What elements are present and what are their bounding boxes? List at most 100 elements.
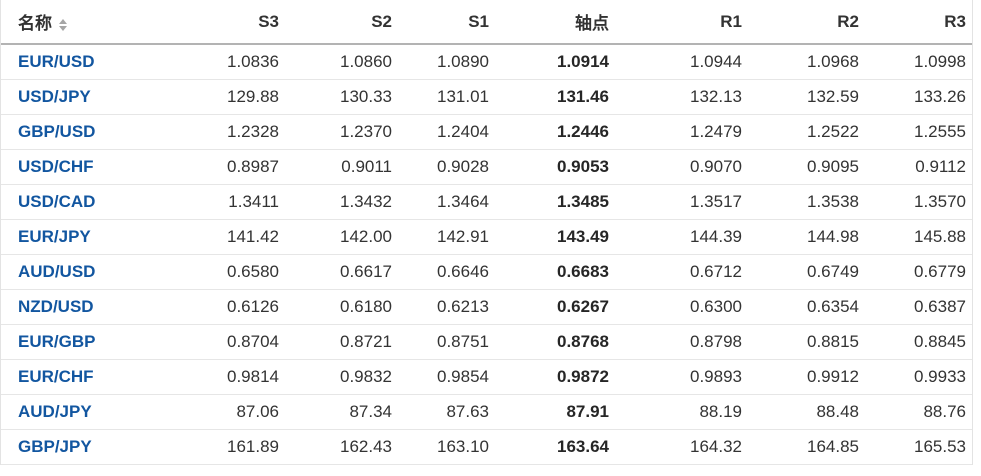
value-cell: 1.2479	[619, 114, 752, 150]
value-cell: 1.3570	[869, 184, 972, 220]
value-cell: 0.6387	[869, 289, 972, 325]
value-cell: 0.9070	[619, 149, 752, 185]
table-row: GBP/JPY 161.89 162.43 163.10 163.64 164.32 164…	[1, 429, 972, 465]
table-row: EUR/CHF 0.9814 0.9832 0.9854 0.9872 0.9893 0.9…	[1, 359, 972, 395]
value-cell: 0.9095	[752, 149, 869, 185]
table-row: USD/JPY 129.88 130.33 131.01 131.46 132.13 132…	[1, 79, 972, 115]
pivot-value-cell: 1.2446	[499, 114, 619, 150]
value-cell: 144.39	[619, 219, 752, 255]
value-cell: 0.8815	[752, 324, 869, 360]
value-cell: 1.3411	[189, 184, 289, 220]
value-cell: 165.53	[869, 429, 972, 465]
value-cell: 132.59	[752, 79, 869, 115]
pivot-value-cell: 87.91	[499, 394, 619, 430]
table-row: EUR/GBP 0.8704 0.8721 0.8751 0.8768 0.8798 0.8…	[1, 324, 972, 360]
value-cell: 0.9854	[402, 359, 499, 395]
value-cell: 88.76	[869, 394, 972, 430]
name-column-header[interactable]: 名称	[1, 0, 189, 45]
sort-asc-arrow-icon	[59, 18, 67, 24]
pair-link[interactable]: AUD/JPY	[1, 394, 189, 430]
sort-icon[interactable]	[59, 18, 67, 31]
table-row: EUR/USD 1.0836 1.0860 1.0890 1.0914 1.0944 1.0…	[1, 44, 972, 80]
value-cell: 164.85	[752, 429, 869, 465]
value-cell: 1.2328	[189, 114, 289, 150]
column-header-s2: S2	[289, 0, 402, 45]
value-cell: 0.6712	[619, 254, 752, 290]
value-cell: 1.2522	[752, 114, 869, 150]
pivot-value-cell: 1.3485	[499, 184, 619, 220]
pivot-value-cell: 0.6267	[499, 289, 619, 325]
pair-link[interactable]: EUR/USD	[1, 44, 189, 80]
value-cell: 0.6646	[402, 254, 499, 290]
value-cell: 0.9893	[619, 359, 752, 395]
value-cell: 130.33	[289, 79, 402, 115]
value-cell: 1.0860	[289, 44, 402, 80]
pair-link[interactable]: GBP/JPY	[1, 429, 189, 465]
pivot-value-cell: 0.6683	[499, 254, 619, 290]
column-header-r2: R2	[752, 0, 869, 45]
pair-link[interactable]: USD/CAD	[1, 184, 189, 220]
pivot-value-cell: 0.9872	[499, 359, 619, 395]
value-cell: 0.9933	[869, 359, 972, 395]
pair-link[interactable]: AUD/USD	[1, 254, 189, 290]
table-row: AUD/JPY 87.06 87.34 87.63 87.91 88.19 88.48 88.…	[1, 394, 972, 430]
value-cell: 1.0998	[869, 44, 972, 80]
table-row: USD/CAD 1.3411 1.3432 1.3464 1.3485 1.3517 1.3…	[1, 184, 972, 220]
name-column-header-label: 名称	[18, 14, 52, 33]
value-cell: 0.6300	[619, 289, 752, 325]
pivot-table-body: EUR/USD 1.0836 1.0860 1.0890 1.0914 1.0944 1.0…	[1, 44, 972, 465]
value-cell: 1.3464	[402, 184, 499, 220]
pair-link[interactable]: USD/CHF	[1, 149, 189, 185]
table-row: EUR/JPY 141.42 142.00 142.91 143.49 144.39 144…	[1, 219, 972, 255]
value-cell: 1.2370	[289, 114, 402, 150]
table-row: NZD/USD 0.6126 0.6180 0.6213 0.6267 0.6300 0.6…	[1, 289, 972, 325]
pivot-points-table-container: 名称 S3 S2 S1 轴点 R1 R2 R3 EUR/USD 1.0836 1.0860 1.0…	[0, 0, 973, 465]
pair-link[interactable]: GBP/USD	[1, 114, 189, 150]
value-cell: 0.6580	[189, 254, 289, 290]
value-cell: 1.2555	[869, 114, 972, 150]
value-cell: 1.2404	[402, 114, 499, 150]
pair-link[interactable]: EUR/GBP	[1, 324, 189, 360]
value-cell: 163.10	[402, 429, 499, 465]
value-cell: 0.9011	[289, 149, 402, 185]
value-cell: 145.88	[869, 219, 972, 255]
column-header-r1: R1	[619, 0, 752, 45]
column-header-pivot: 轴点	[499, 0, 619, 45]
value-cell: 164.32	[619, 429, 752, 465]
table-row: USD/CHF 0.8987 0.9011 0.9028 0.9053 0.9070 0.9…	[1, 149, 972, 185]
value-cell: 1.0944	[619, 44, 752, 80]
column-header-r3: R3	[869, 0, 972, 45]
value-cell: 0.9814	[189, 359, 289, 395]
value-cell: 132.13	[619, 79, 752, 115]
value-cell: 0.6617	[289, 254, 402, 290]
value-cell: 0.8721	[289, 324, 402, 360]
table-row: AUD/USD 0.6580 0.6617 0.6646 0.6683 0.6712 0.6…	[1, 254, 972, 290]
value-cell: 0.6126	[189, 289, 289, 325]
pair-link[interactable]: EUR/JPY	[1, 219, 189, 255]
value-cell: 88.48	[752, 394, 869, 430]
value-cell: 0.9112	[869, 149, 972, 185]
value-cell: 133.26	[869, 79, 972, 115]
value-cell: 0.8704	[189, 324, 289, 360]
pivot-value-cell: 0.8768	[499, 324, 619, 360]
value-cell: 142.91	[402, 219, 499, 255]
value-cell: 0.8798	[619, 324, 752, 360]
value-cell: 87.34	[289, 394, 402, 430]
value-cell: 0.6213	[402, 289, 499, 325]
pivot-value-cell: 1.0914	[499, 44, 619, 80]
value-cell: 1.0836	[189, 44, 289, 80]
value-cell: 0.6749	[752, 254, 869, 290]
value-cell: 0.8751	[402, 324, 499, 360]
value-cell: 0.6354	[752, 289, 869, 325]
pair-link[interactable]: USD/JPY	[1, 79, 189, 115]
value-cell: 1.3517	[619, 184, 752, 220]
value-cell: 87.06	[189, 394, 289, 430]
value-cell: 161.89	[189, 429, 289, 465]
pair-link[interactable]: NZD/USD	[1, 289, 189, 325]
value-cell: 0.8845	[869, 324, 972, 360]
value-cell: 0.8987	[189, 149, 289, 185]
value-cell: 129.88	[189, 79, 289, 115]
pair-link[interactable]: EUR/CHF	[1, 359, 189, 395]
pivot-value-cell: 143.49	[499, 219, 619, 255]
header-row: 名称 S3 S2 S1 轴点 R1 R2 R3	[1, 0, 972, 45]
